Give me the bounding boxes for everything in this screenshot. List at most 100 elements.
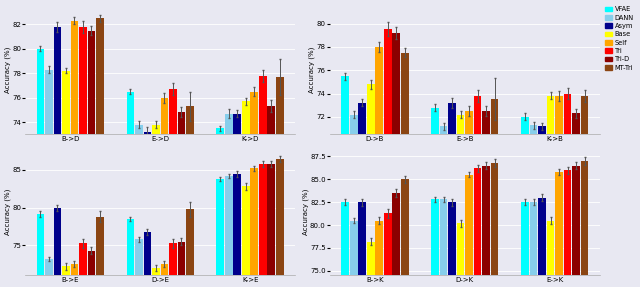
Bar [465,175,473,276]
Bar [242,101,250,134]
Bar [375,220,383,276]
Bar [572,166,580,276]
Bar [580,161,588,276]
Bar [440,126,447,134]
Bar [482,111,490,134]
Bar [341,202,349,276]
Bar [242,187,250,276]
Bar [259,164,267,276]
Bar [474,168,481,276]
Bar [79,243,87,276]
Bar [555,172,563,276]
Bar [367,242,374,276]
Bar [431,108,439,134]
Bar [152,268,160,276]
Bar [127,219,134,276]
Bar [521,202,529,276]
Bar [70,264,78,276]
Bar [401,179,408,276]
Legend: VFAE, DANN, Asym, Base, Self, Tri, Tri-D, MT-Tri: VFAE, DANN, Asym, Base, Self, Tri, Tri-D… [602,4,636,73]
Bar [250,168,259,276]
Bar [152,125,160,134]
Bar [276,77,284,134]
Bar [547,220,554,276]
Bar [36,49,44,134]
Bar [530,202,538,276]
Bar [431,199,439,276]
Bar [177,242,186,276]
Bar [186,106,194,134]
Bar [358,202,366,276]
Bar [491,163,499,276]
Bar [555,96,563,134]
Y-axis label: Accuracy (%): Accuracy (%) [4,188,11,234]
Bar [234,114,241,134]
Bar [96,18,104,134]
Y-axis label: Accuracy (%): Accuracy (%) [302,188,308,234]
Bar [62,71,70,134]
Bar [79,27,87,134]
Bar [349,220,358,276]
Bar [186,209,194,276]
Bar [70,21,78,134]
Bar [36,214,44,276]
Bar [45,70,53,134]
Bar [392,33,400,134]
Bar [216,179,224,276]
Bar [474,96,481,134]
Bar [143,132,151,134]
Bar [177,113,186,134]
Bar [457,223,465,276]
Bar [530,125,538,134]
Bar [384,213,392,276]
Bar [169,89,177,134]
Bar [375,47,383,134]
Bar [250,92,259,134]
Bar [276,159,284,276]
Y-axis label: Accuracy (%): Accuracy (%) [309,47,316,94]
Bar [572,113,580,134]
Bar [457,115,465,134]
Bar [54,27,61,134]
Bar [268,164,275,276]
Bar [161,98,168,134]
Bar [384,30,392,134]
Bar [538,198,546,276]
Bar [88,251,95,276]
Bar [491,99,499,134]
Bar [401,53,408,134]
Bar [392,193,400,276]
Bar [448,103,456,134]
Bar [448,202,456,276]
Bar [135,239,143,276]
Bar [521,117,529,134]
Bar [538,126,546,134]
Bar [341,76,349,134]
Bar [62,266,70,276]
Bar [259,76,267,134]
Bar [127,92,134,134]
Bar [482,166,490,276]
Bar [547,96,554,134]
Bar [143,232,151,276]
Bar [225,114,233,134]
Bar [96,217,104,276]
Bar [225,176,233,276]
Bar [45,259,53,276]
Bar [564,170,572,276]
Bar [234,174,241,276]
Bar [440,199,447,276]
Bar [358,103,366,134]
Bar [349,115,358,134]
Bar [88,31,95,134]
Bar [161,264,168,276]
Y-axis label: Accuracy (%): Accuracy (%) [4,47,11,94]
Bar [54,208,61,276]
Bar [580,96,588,134]
Bar [465,111,473,134]
Bar [564,94,572,134]
Bar [169,243,177,276]
Bar [268,106,275,134]
Bar [216,128,224,134]
Bar [367,84,374,134]
